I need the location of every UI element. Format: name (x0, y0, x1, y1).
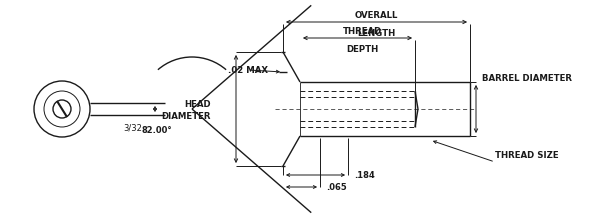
Text: LENGTH: LENGTH (358, 29, 395, 38)
Text: BARREL DIAMETER: BARREL DIAMETER (482, 73, 572, 82)
Text: DIAMETER: DIAMETER (161, 111, 211, 121)
Text: .065: .065 (326, 182, 347, 191)
Text: 82.00°: 82.00° (142, 126, 172, 135)
Text: OVERALL: OVERALL (355, 11, 398, 20)
Text: .02 MAX: .02 MAX (228, 65, 268, 75)
Text: HEAD: HEAD (184, 99, 211, 109)
Text: DEPTH: DEPTH (346, 45, 379, 54)
Text: .184: .184 (354, 170, 375, 179)
Text: THREAD: THREAD (343, 27, 382, 36)
Text: 3/32: 3/32 (124, 123, 142, 132)
Text: THREAD SIZE: THREAD SIZE (495, 151, 559, 160)
